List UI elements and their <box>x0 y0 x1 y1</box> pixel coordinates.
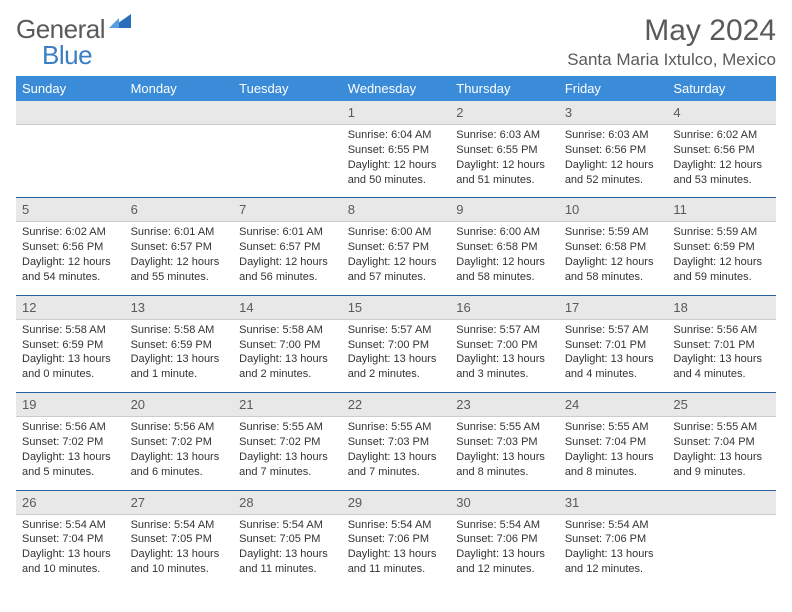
day-cell: Sunrise: 5:54 AMSunset: 7:05 PMDaylight:… <box>233 514 342 587</box>
weekday-header: Thursday <box>450 76 559 101</box>
day-cell: Sunrise: 5:58 AMSunset: 6:59 PMDaylight:… <box>125 319 234 392</box>
day-content-row: Sunrise: 5:58 AMSunset: 6:59 PMDaylight:… <box>16 319 776 392</box>
calendar-table: SundayMondayTuesdayWednesdayThursdayFrid… <box>16 76 776 587</box>
day-number: 1 <box>342 101 451 125</box>
day-content-row: Sunrise: 6:02 AMSunset: 6:56 PMDaylight:… <box>16 222 776 295</box>
day-content-row: Sunrise: 5:54 AMSunset: 7:04 PMDaylight:… <box>16 514 776 587</box>
day-number <box>16 101 125 125</box>
day-number: 27 <box>125 490 234 514</box>
day-number: 11 <box>667 198 776 222</box>
day-number-row: 567891011 <box>16 198 776 222</box>
day-number: 8 <box>342 198 451 222</box>
day-cell: Sunrise: 5:55 AMSunset: 7:03 PMDaylight:… <box>450 417 559 490</box>
day-number: 29 <box>342 490 451 514</box>
day-content-row: Sunrise: 6:04 AMSunset: 6:55 PMDaylight:… <box>16 125 776 198</box>
day-cell <box>125 125 234 198</box>
day-number-row: 1234 <box>16 101 776 125</box>
day-number <box>125 101 234 125</box>
location-label: Santa Maria Ixtulco, Mexico <box>567 50 776 70</box>
page-header: General May 2024 Santa Maria Ixtulco, Me… <box>16 14 776 70</box>
day-cell: Sunrise: 6:01 AMSunset: 6:57 PMDaylight:… <box>125 222 234 295</box>
day-cell: Sunrise: 6:03 AMSunset: 6:56 PMDaylight:… <box>559 125 668 198</box>
day-number: 28 <box>233 490 342 514</box>
day-cell: Sunrise: 5:54 AMSunset: 7:06 PMDaylight:… <box>450 514 559 587</box>
day-number <box>667 490 776 514</box>
day-number: 6 <box>125 198 234 222</box>
weekday-header: Sunday <box>16 76 125 101</box>
day-cell: Sunrise: 6:00 AMSunset: 6:58 PMDaylight:… <box>450 222 559 295</box>
day-cell: Sunrise: 5:59 AMSunset: 6:58 PMDaylight:… <box>559 222 668 295</box>
day-cell: Sunrise: 5:57 AMSunset: 7:00 PMDaylight:… <box>450 319 559 392</box>
day-cell: Sunrise: 5:54 AMSunset: 7:06 PMDaylight:… <box>342 514 451 587</box>
day-cell: Sunrise: 6:02 AMSunset: 6:56 PMDaylight:… <box>667 125 776 198</box>
day-cell: Sunrise: 5:54 AMSunset: 7:05 PMDaylight:… <box>125 514 234 587</box>
title-block: May 2024 Santa Maria Ixtulco, Mexico <box>567 14 776 70</box>
day-cell: Sunrise: 6:01 AMSunset: 6:57 PMDaylight:… <box>233 222 342 295</box>
day-cell: Sunrise: 6:04 AMSunset: 6:55 PMDaylight:… <box>342 125 451 198</box>
day-cell <box>16 125 125 198</box>
weekday-header-row: SundayMondayTuesdayWednesdayThursdayFrid… <box>16 76 776 101</box>
day-number: 17 <box>559 295 668 319</box>
day-cell: Sunrise: 5:56 AMSunset: 7:01 PMDaylight:… <box>667 319 776 392</box>
weekday-header: Friday <box>559 76 668 101</box>
day-cell: Sunrise: 5:54 AMSunset: 7:04 PMDaylight:… <box>16 514 125 587</box>
day-cell: Sunrise: 5:55 AMSunset: 7:04 PMDaylight:… <box>559 417 668 490</box>
weekday-header: Tuesday <box>233 76 342 101</box>
day-number: 16 <box>450 295 559 319</box>
day-number: 13 <box>125 295 234 319</box>
day-cell: Sunrise: 5:55 AMSunset: 7:03 PMDaylight:… <box>342 417 451 490</box>
day-cell: Sunrise: 5:57 AMSunset: 7:01 PMDaylight:… <box>559 319 668 392</box>
day-cell: Sunrise: 5:55 AMSunset: 7:02 PMDaylight:… <box>233 417 342 490</box>
day-cell: Sunrise: 5:58 AMSunset: 7:00 PMDaylight:… <box>233 319 342 392</box>
month-title: May 2024 <box>567 14 776 48</box>
weekday-header: Saturday <box>667 76 776 101</box>
day-number-row: 12131415161718 <box>16 295 776 319</box>
day-number: 2 <box>450 101 559 125</box>
day-number-row: 19202122232425 <box>16 393 776 417</box>
day-number-row: 262728293031 <box>16 490 776 514</box>
day-cell: Sunrise: 5:59 AMSunset: 6:59 PMDaylight:… <box>667 222 776 295</box>
weekday-header: Wednesday <box>342 76 451 101</box>
day-number: 18 <box>667 295 776 319</box>
day-cell: Sunrise: 5:57 AMSunset: 7:00 PMDaylight:… <box>342 319 451 392</box>
day-cell <box>667 514 776 587</box>
day-cell: Sunrise: 5:54 AMSunset: 7:06 PMDaylight:… <box>559 514 668 587</box>
day-number: 31 <box>559 490 668 514</box>
weekday-header: Monday <box>125 76 234 101</box>
day-number: 24 <box>559 393 668 417</box>
day-cell: Sunrise: 5:55 AMSunset: 7:04 PMDaylight:… <box>667 417 776 490</box>
day-cell: Sunrise: 5:56 AMSunset: 7:02 PMDaylight:… <box>16 417 125 490</box>
day-number: 26 <box>16 490 125 514</box>
day-number: 30 <box>450 490 559 514</box>
day-number: 7 <box>233 198 342 222</box>
day-number: 23 <box>450 393 559 417</box>
day-number: 14 <box>233 295 342 319</box>
day-number: 19 <box>16 393 125 417</box>
day-cell: Sunrise: 6:00 AMSunset: 6:57 PMDaylight:… <box>342 222 451 295</box>
day-number: 25 <box>667 393 776 417</box>
day-number <box>233 101 342 125</box>
day-number: 9 <box>450 198 559 222</box>
day-content-row: Sunrise: 5:56 AMSunset: 7:02 PMDaylight:… <box>16 417 776 490</box>
day-cell: Sunrise: 5:58 AMSunset: 6:59 PMDaylight:… <box>16 319 125 392</box>
day-number: 4 <box>667 101 776 125</box>
day-cell: Sunrise: 6:03 AMSunset: 6:55 PMDaylight:… <box>450 125 559 198</box>
logo-sail-icon <box>109 12 135 35</box>
day-number: 15 <box>342 295 451 319</box>
day-number: 5 <box>16 198 125 222</box>
day-number: 20 <box>125 393 234 417</box>
logo-text-2: Blue <box>42 40 92 71</box>
day-cell: Sunrise: 5:56 AMSunset: 7:02 PMDaylight:… <box>125 417 234 490</box>
day-number: 22 <box>342 393 451 417</box>
day-number: 12 <box>16 295 125 319</box>
day-cell: Sunrise: 6:02 AMSunset: 6:56 PMDaylight:… <box>16 222 125 295</box>
day-number: 3 <box>559 101 668 125</box>
day-number: 10 <box>559 198 668 222</box>
day-number: 21 <box>233 393 342 417</box>
day-cell <box>233 125 342 198</box>
